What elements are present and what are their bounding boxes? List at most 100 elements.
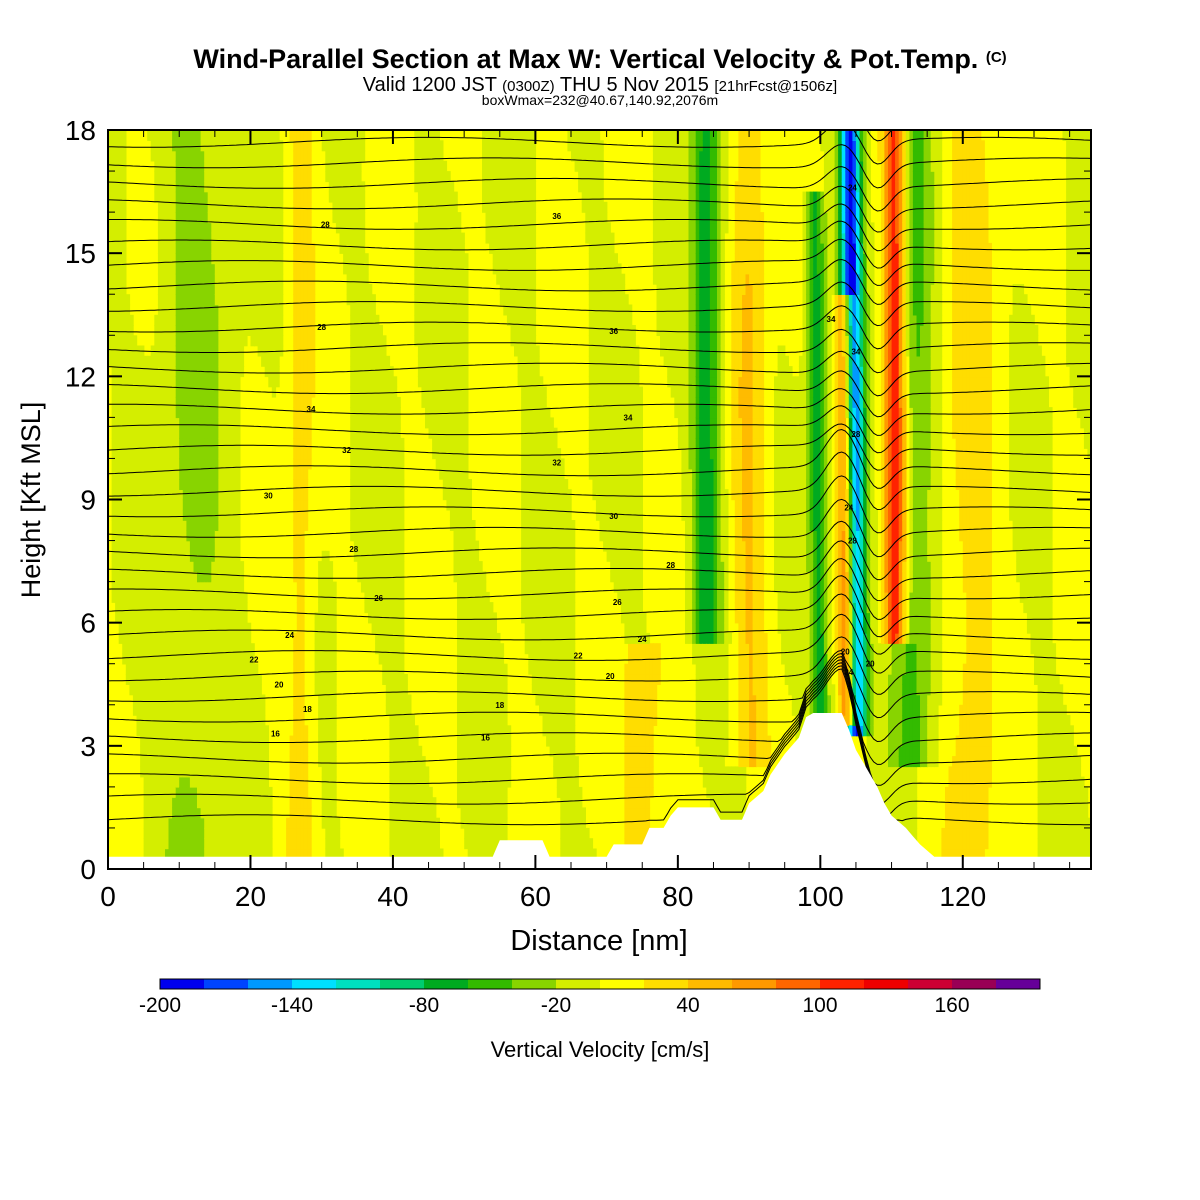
- field-cell: [392, 448, 398, 460]
- field-cell: [332, 150, 337, 162]
- field-cell: [168, 376, 173, 388]
- field-cell: [229, 786, 234, 798]
- field-cell: [492, 756, 497, 768]
- field-cell: [211, 427, 216, 439]
- field-cell: [246, 242, 252, 254]
- field-cell: [350, 530, 355, 542]
- field-cell: [222, 448, 227, 460]
- field-cell: [382, 499, 387, 511]
- field-cell: [129, 602, 134, 614]
- field-cell: [346, 222, 351, 234]
- field-cell: [360, 253, 366, 265]
- field-cell: [460, 232, 465, 244]
- field-cell: [132, 376, 138, 388]
- field-cell: [300, 448, 305, 460]
- field-cell: [236, 253, 241, 265]
- field-cell: [467, 756, 472, 768]
- field-cell: [232, 745, 237, 757]
- field-cell: [193, 437, 198, 449]
- field-cell: [193, 817, 198, 829]
- field-cell: [168, 745, 173, 757]
- field-cell: [439, 468, 444, 480]
- field-cell: [111, 540, 116, 552]
- field-cell: [225, 212, 230, 224]
- field-cell: [214, 437, 220, 449]
- field-cell: [428, 253, 433, 265]
- field-cell: [296, 540, 302, 552]
- field-cell: [432, 417, 437, 429]
- field-cell: [154, 386, 159, 398]
- field-cell: [464, 704, 469, 716]
- field-cell: [261, 776, 266, 788]
- field-cell: [414, 232, 419, 244]
- field-cell: [414, 776, 419, 788]
- field-cell: [218, 181, 223, 193]
- field-cell: [432, 140, 437, 152]
- field-cell: [118, 345, 123, 357]
- field-cell: [442, 417, 448, 429]
- field-cell: [360, 396, 366, 408]
- field-cell: [335, 160, 341, 172]
- field-cell: [396, 653, 401, 665]
- field-cell: [150, 561, 155, 573]
- field-cell: [182, 838, 188, 850]
- field-cell: [172, 530, 177, 542]
- field-cell: [179, 448, 184, 460]
- field-cell: [314, 663, 319, 675]
- field-cell: [129, 530, 134, 542]
- field-cell: [368, 489, 373, 501]
- field-cell: [189, 304, 195, 316]
- field-cell: [510, 335, 515, 347]
- field-cell: [321, 140, 326, 152]
- field-cell: [403, 694, 408, 706]
- field-cell: [229, 222, 234, 234]
- field-cell: [211, 561, 216, 573]
- field-cell: [425, 386, 430, 398]
- field-cell: [442, 201, 448, 213]
- field-cell: [204, 756, 209, 768]
- field-cell: [464, 304, 469, 316]
- field-cell: [157, 581, 163, 593]
- field-cell: [474, 653, 480, 665]
- field-cell: [296, 674, 302, 685]
- field-cell: [182, 212, 188, 224]
- field-cell: [186, 827, 191, 839]
- field-cell: [460, 766, 465, 778]
- field-cell: [122, 499, 127, 511]
- field-cell: [389, 643, 394, 655]
- field-cell: [360, 509, 366, 521]
- field-cell: [506, 725, 512, 737]
- field-cell: [271, 222, 277, 234]
- field-cell: [200, 571, 205, 583]
- field-cell: [239, 242, 245, 254]
- field-cell: [293, 427, 298, 439]
- field-cell: [371, 540, 376, 552]
- field-cell: [428, 827, 433, 839]
- field-cell: [229, 427, 234, 439]
- field-cell: [371, 386, 376, 398]
- field-cell: [218, 263, 223, 275]
- field-cell: [321, 550, 326, 562]
- field-cell: [489, 632, 494, 644]
- field-cell: [232, 304, 237, 316]
- field-cell: [300, 704, 305, 716]
- field-cell: [275, 376, 280, 388]
- field-cell: [179, 735, 184, 747]
- field-cell: [414, 725, 419, 737]
- field-cell: [239, 160, 245, 172]
- field-cell: [147, 653, 152, 665]
- field-cell: [161, 232, 166, 244]
- field-cell: [157, 263, 163, 275]
- field-cell: [328, 602, 334, 614]
- field-cell: [236, 694, 241, 706]
- field-cell: [307, 376, 312, 388]
- field-cell: [168, 160, 173, 172]
- field-cell: [179, 561, 184, 573]
- field-cell: [246, 715, 252, 726]
- field-cell: [222, 417, 227, 429]
- field-cell: [214, 314, 220, 326]
- field-cell: [193, 171, 198, 183]
- field-cell: [321, 602, 326, 614]
- field-cell: [353, 520, 359, 531]
- field-cell: [328, 571, 334, 583]
